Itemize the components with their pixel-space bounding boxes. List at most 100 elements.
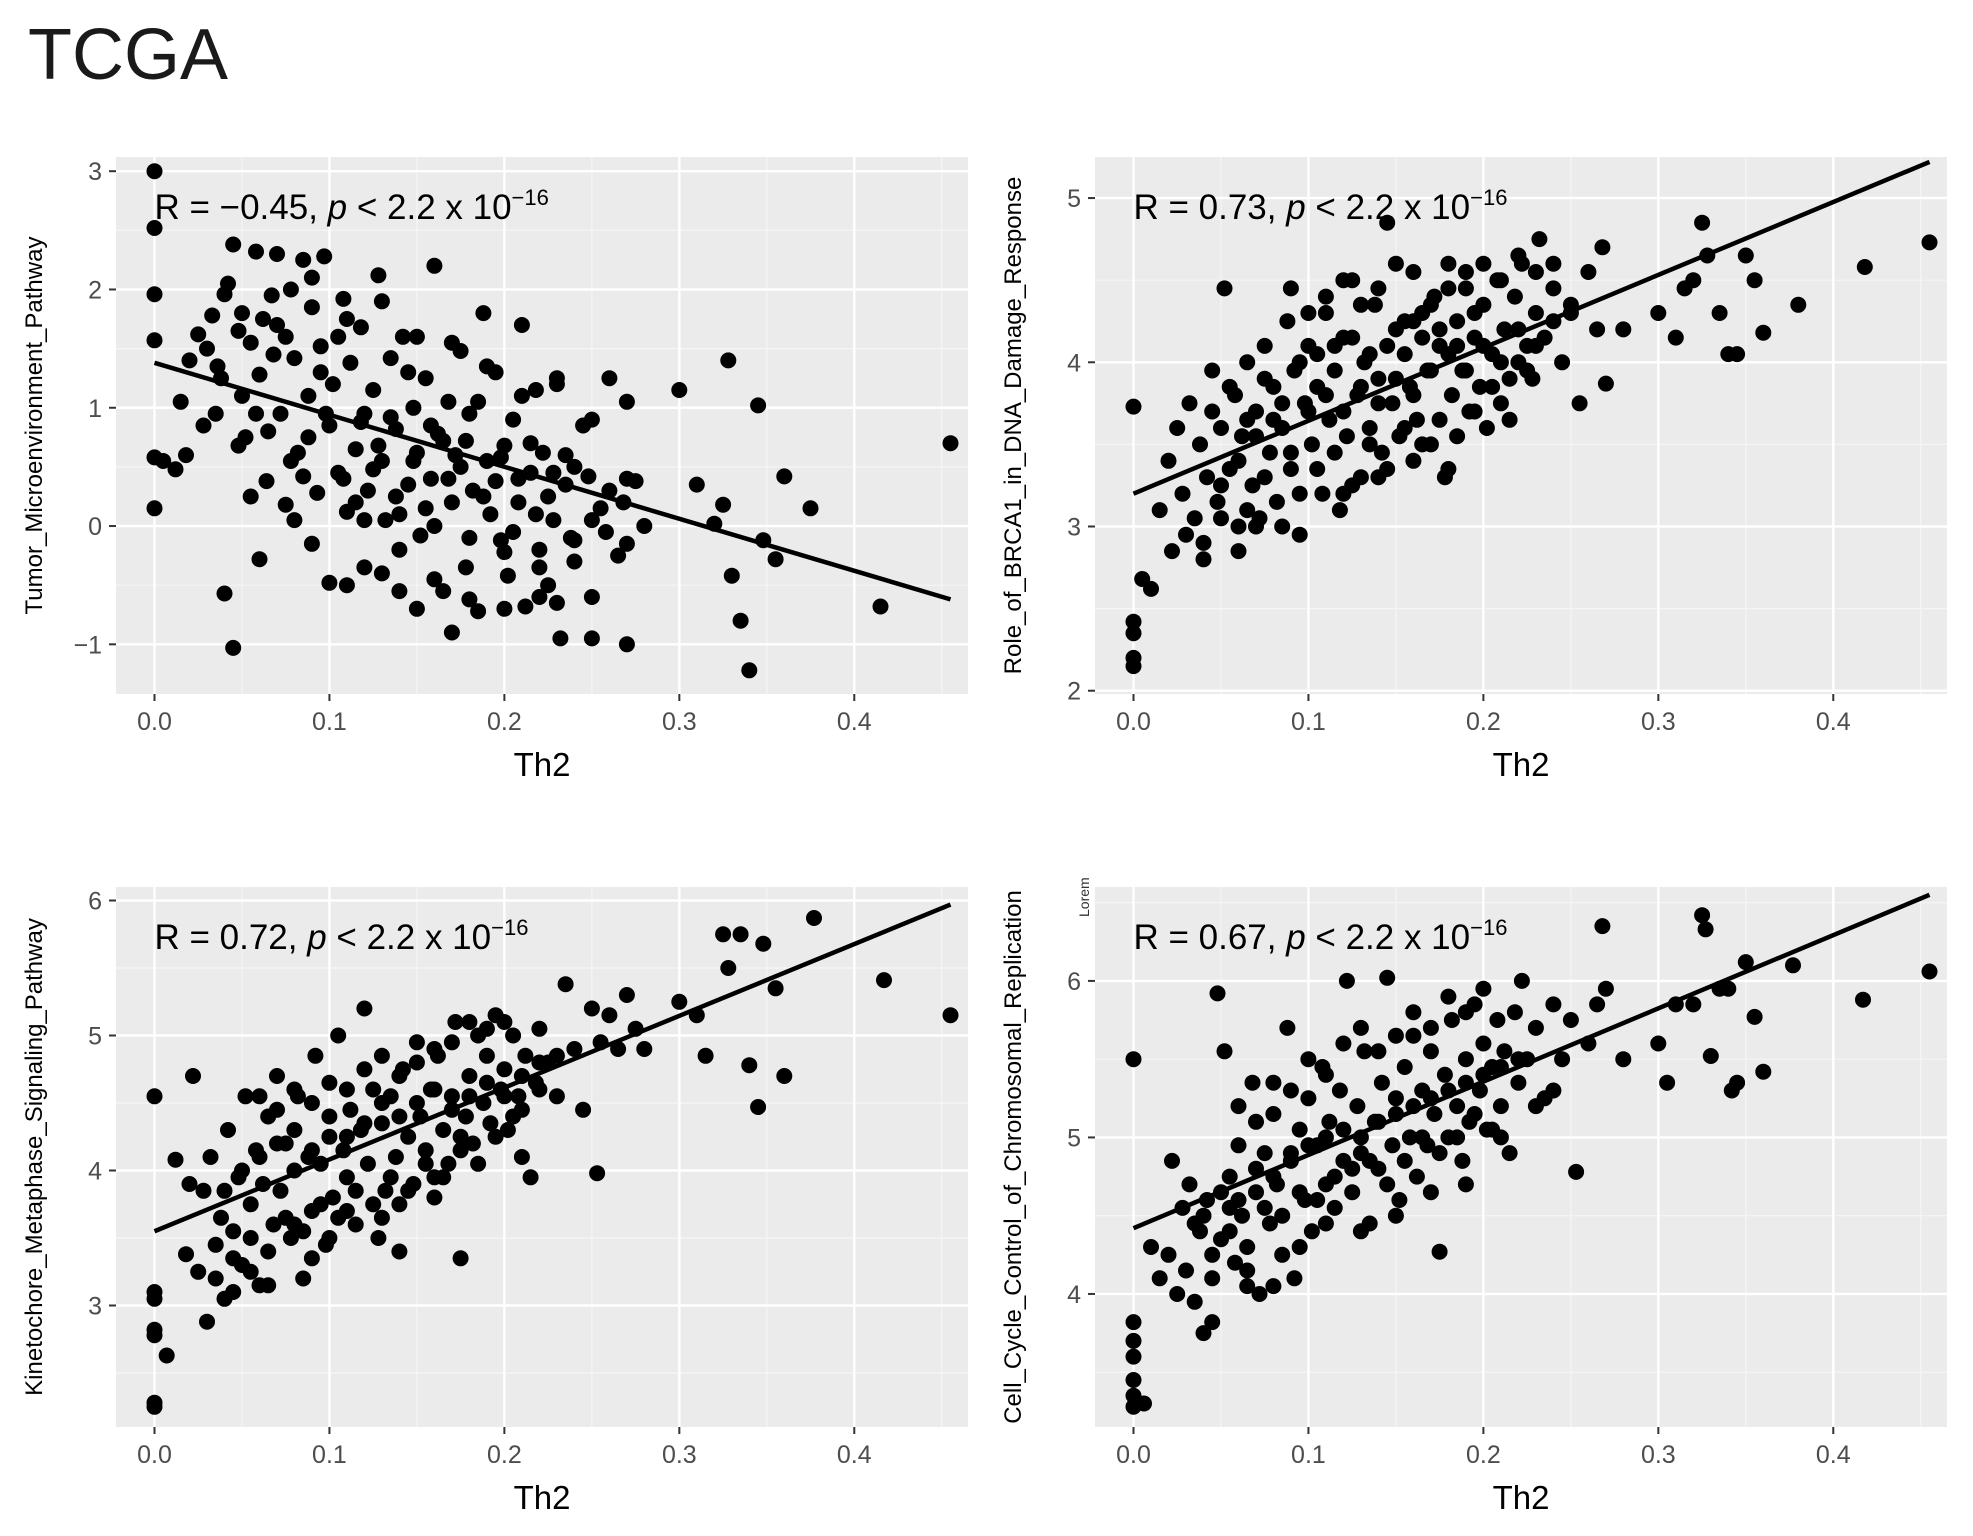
data-point <box>1248 518 1264 535</box>
data-point <box>225 236 242 253</box>
data-point <box>242 1263 259 1280</box>
data-point <box>1181 1176 1198 1193</box>
data-point <box>457 1108 474 1125</box>
data-point <box>513 317 530 333</box>
data-point <box>1344 1184 1361 1201</box>
data-point <box>741 662 758 679</box>
data-point <box>303 299 320 316</box>
data-point <box>1531 231 1548 248</box>
data-point <box>251 1088 268 1105</box>
data-point <box>1326 1199 1343 1216</box>
data-point <box>1239 411 1256 428</box>
data-point <box>1317 305 1334 321</box>
data-point <box>496 1014 513 1030</box>
data-point <box>575 1101 592 1118</box>
data-point <box>750 397 767 414</box>
data-point <box>671 382 688 398</box>
data-point <box>195 1182 212 1199</box>
data-point <box>230 322 247 339</box>
data-point <box>1213 420 1229 436</box>
data-point <box>566 553 583 570</box>
data-point <box>321 1128 338 1145</box>
data-point <box>1352 1019 1369 1036</box>
data-point <box>248 405 264 422</box>
panel-brca1-dna-damage: 0.0 0.1 0.2 0.3 0.4 2 3 4 5 R = 0.73, p < 2.2 x 1… <box>1000 157 1947 783</box>
data-point <box>391 1243 408 1260</box>
data-point <box>1597 375 1614 392</box>
data-point <box>426 1041 443 1057</box>
data-point <box>181 352 198 369</box>
data-point <box>1274 395 1291 412</box>
data-point <box>1291 526 1308 543</box>
correlation-annotation: R = 0.73, p < 2.2 x 10−16 <box>1133 185 1507 227</box>
data-point <box>356 559 373 576</box>
data-point <box>234 305 250 322</box>
annotation-p-symbol: p <box>1285 918 1305 957</box>
data-point <box>1317 1215 1334 1232</box>
data-point <box>255 311 271 327</box>
data-point <box>496 1061 513 1078</box>
data-point <box>1335 272 1352 289</box>
data-point <box>1737 247 1754 264</box>
data-point <box>1195 551 1212 568</box>
data-point <box>583 630 600 647</box>
y-tick-label: 4 <box>1067 349 1081 377</box>
data-point <box>1125 1348 1142 1365</box>
data-point <box>1195 1325 1212 1342</box>
data-point <box>1256 469 1273 486</box>
correlation-annotation: R = 0.72, p < 2.2 x 10−16 <box>154 915 528 957</box>
data-point <box>1192 436 1208 453</box>
data-point <box>1492 395 1509 412</box>
data-point <box>426 1169 443 1186</box>
x-tick-label: 0.3 <box>1641 1441 1676 1469</box>
data-point <box>303 1095 320 1111</box>
data-point <box>303 535 320 552</box>
data-point <box>1321 1113 1338 1130</box>
x-axis-title: Th2 <box>1493 1479 1550 1516</box>
data-point <box>522 1169 539 1186</box>
data-point <box>272 1182 289 1199</box>
data-point <box>1309 346 1326 363</box>
data-point <box>1178 1262 1194 1279</box>
data-point <box>1125 1051 1142 1068</box>
data-point <box>1746 272 1763 289</box>
data-point <box>1256 1145 1273 1162</box>
data-point <box>1396 420 1413 436</box>
data-point <box>1405 1004 1422 1021</box>
data-point <box>1151 502 1168 519</box>
data-point <box>321 1108 338 1125</box>
data-point <box>359 1155 376 1172</box>
annotation-exponent: −16 <box>1470 915 1507 940</box>
data-point <box>1125 1372 1142 1388</box>
data-point <box>365 1196 382 1213</box>
y-axis-title: Tumor_Microenvironment_Pathway <box>21 237 48 615</box>
data-point <box>408 1095 425 1111</box>
data-point <box>146 220 163 236</box>
data-point <box>426 1189 443 1206</box>
data-point <box>220 1122 236 1138</box>
data-point <box>440 393 457 410</box>
data-point <box>1475 980 1492 997</box>
data-point <box>583 1000 600 1017</box>
data-point <box>1326 362 1343 379</box>
data-point <box>1449 428 1466 445</box>
data-point <box>391 583 408 600</box>
data-point <box>461 1068 478 1084</box>
data-point <box>1227 1254 1243 1271</box>
data-point <box>1239 1239 1256 1255</box>
x-tick-label: 0.3 <box>1641 708 1676 736</box>
annotation-threshold-text: < 2.2 x 10 <box>347 188 511 227</box>
data-point <box>391 1108 408 1125</box>
data-point <box>338 1081 355 1098</box>
data-point <box>1256 1199 1273 1216</box>
y-tick-label: 1 <box>88 395 102 423</box>
data-point <box>1545 280 1562 297</box>
data-point <box>286 350 303 367</box>
data-point <box>510 494 527 511</box>
data-point <box>295 468 312 485</box>
data-point <box>1921 963 1938 980</box>
data-point <box>1702 1048 1719 1064</box>
data-point <box>391 506 408 523</box>
data-point <box>1239 1262 1256 1279</box>
